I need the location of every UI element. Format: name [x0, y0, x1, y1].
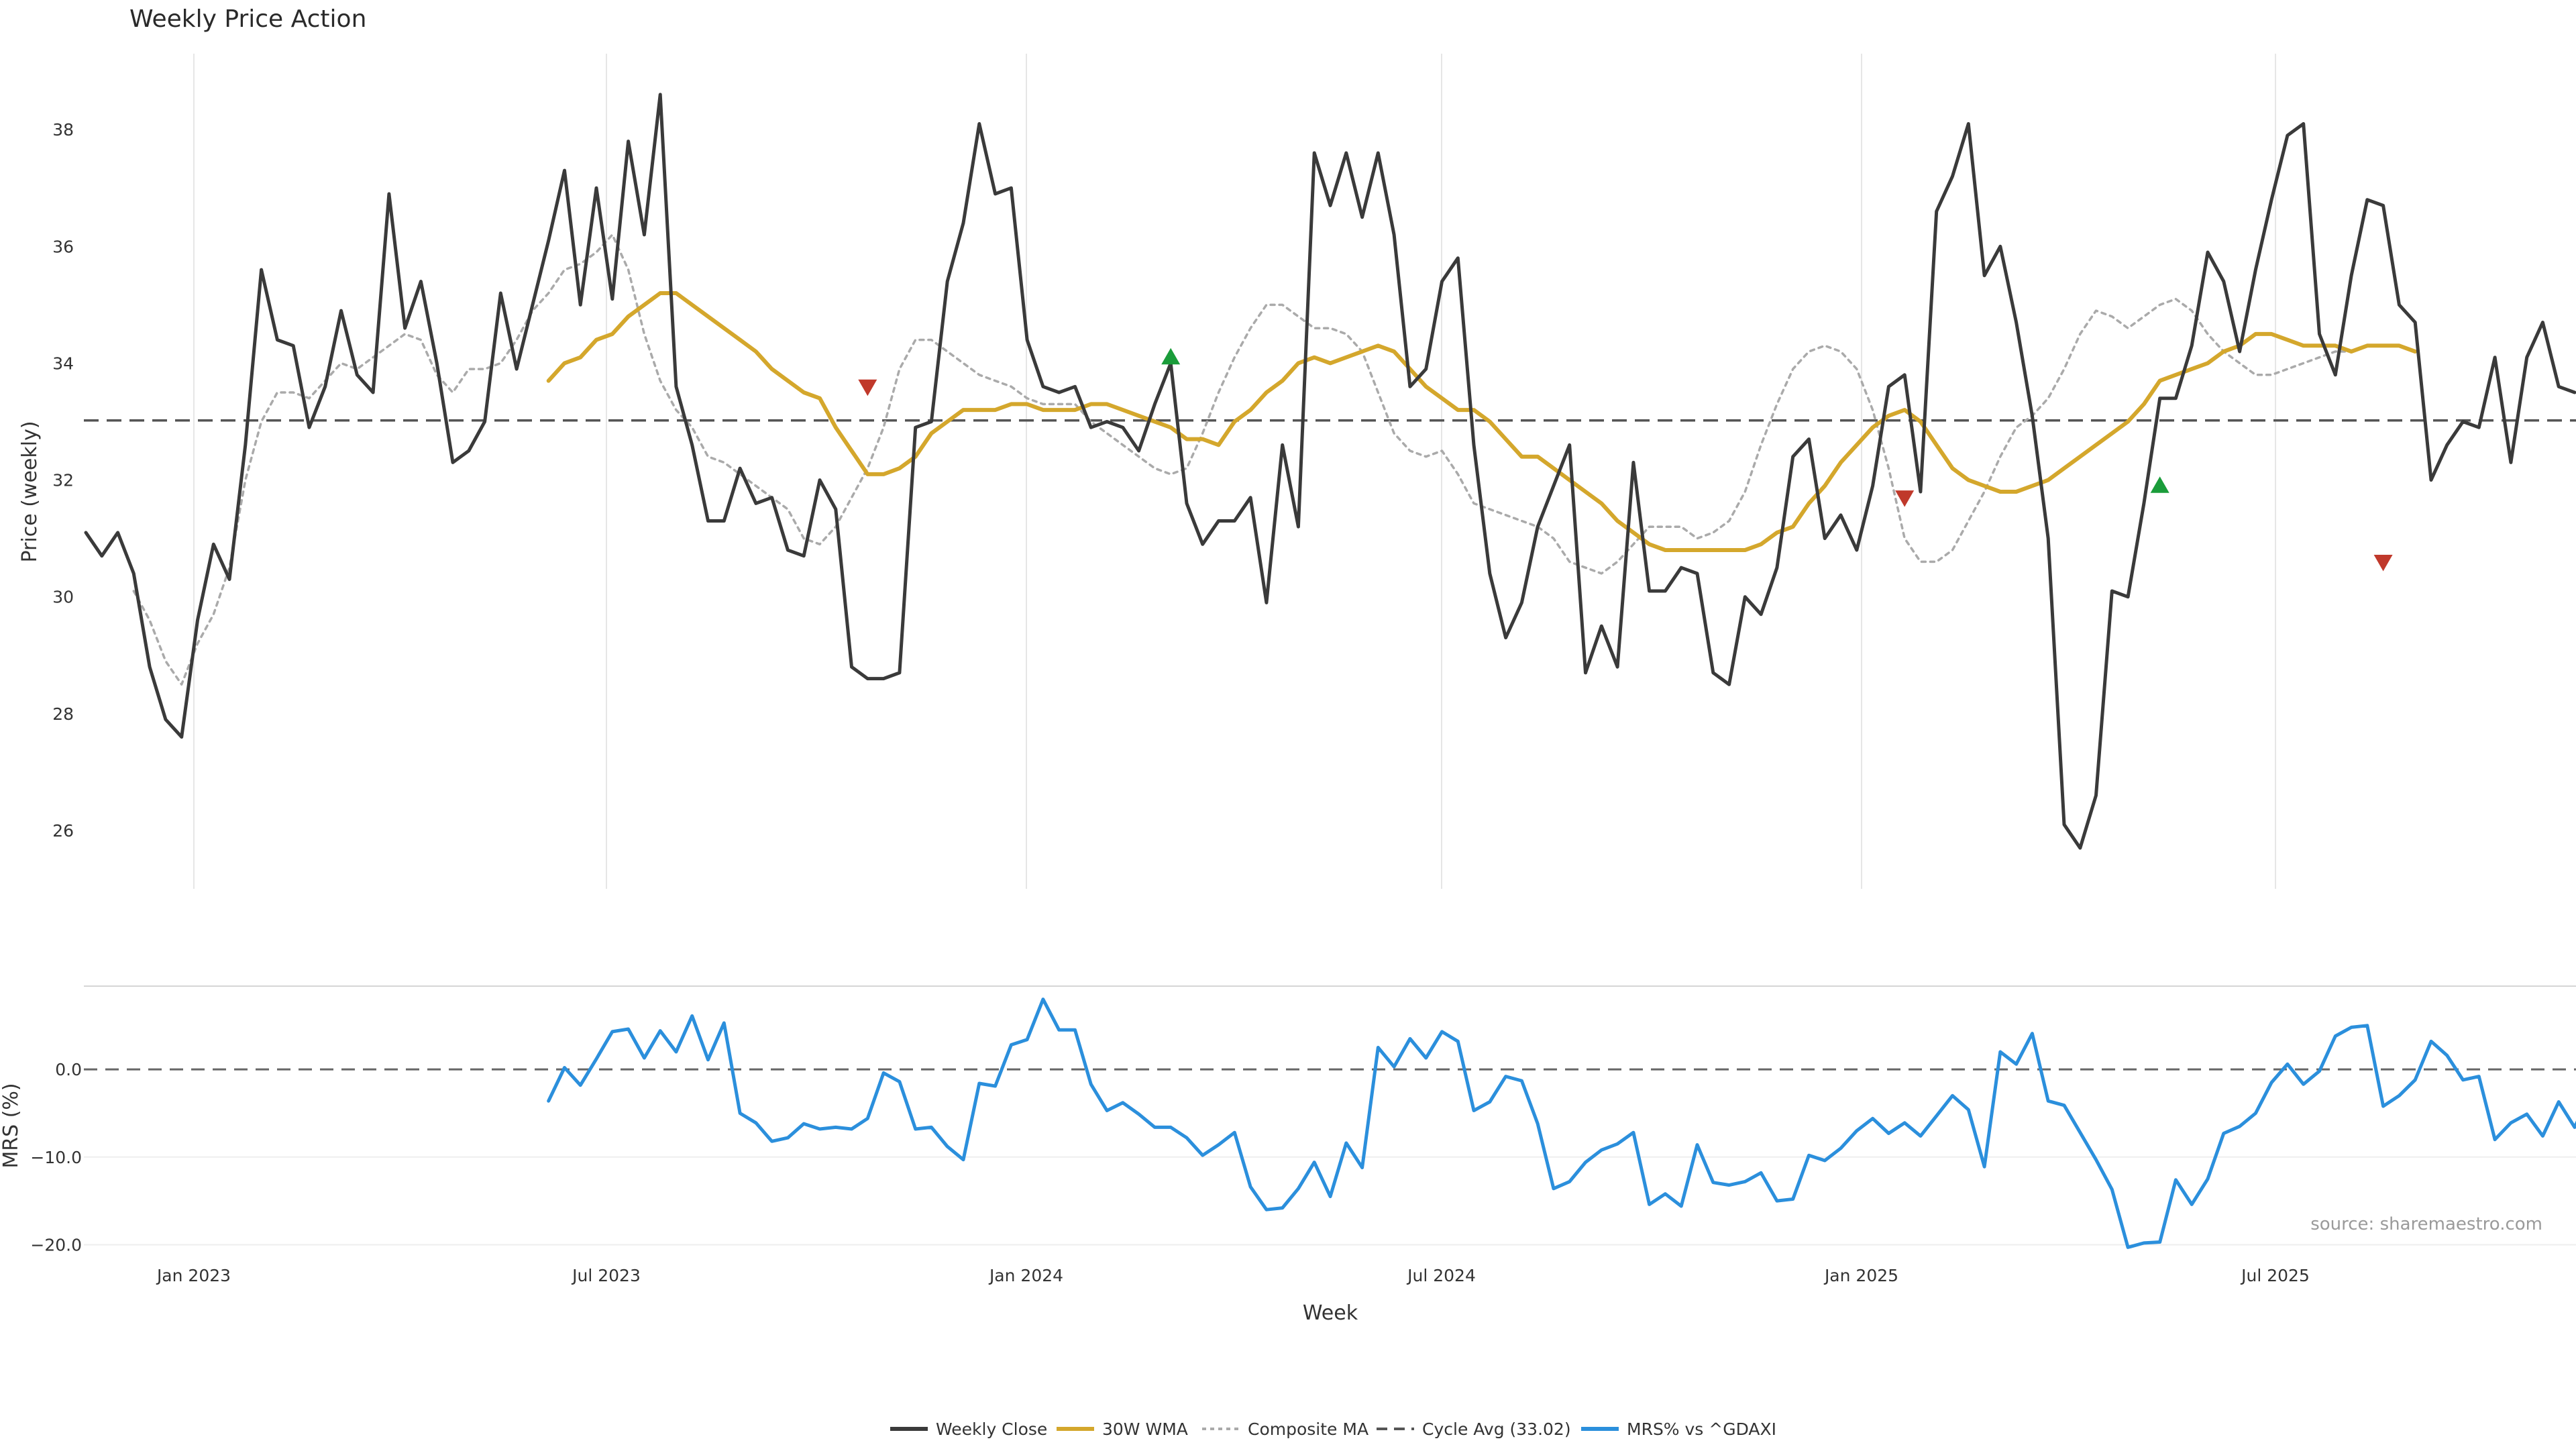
legend-label-1: 30W WMA: [1102, 1419, 1188, 1439]
price-y-tick-0: 26: [52, 821, 74, 841]
legend: Weekly Close 30W WMA Composite MA Cycle Avg…: [890, 1419, 1776, 1439]
mrs-y-axis-title: MRS (%): [0, 1083, 23, 1168]
price-y-axis-title: Price (weekly): [18, 421, 42, 562]
x-tick-3: Jul 2024: [1406, 1266, 1476, 1285]
x-tick-4: Jan 2025: [1823, 1266, 1898, 1285]
price-y-tick-6: 38: [52, 120, 74, 140]
mrs-y-tick-1: −10.0: [30, 1148, 82, 1167]
series-composite-ma: [132, 233, 2353, 686]
mrs-y-tick-2: −20.0: [30, 1235, 82, 1254]
signal-down-0: [858, 379, 877, 396]
price-y-tick-4: 34: [52, 354, 74, 373]
grid-layer: [84, 54, 2576, 1246]
price-y-tick-2: 30: [52, 588, 74, 607]
x-tick-2: Jan 2024: [988, 1266, 1063, 1285]
series-weekly-close: [84, 93, 2576, 850]
axis-layer: 26 28 30 32 34 36 38 0.0 −10.0 −20.0 Jan 2023 Jul 2…: [30, 120, 2309, 1285]
legend-label-4: MRS% vs ^GDAXI: [1627, 1419, 1776, 1439]
source-note: source: sharemaestro.com: [2310, 1214, 2542, 1234]
x-axis-title: Week: [1303, 1301, 1358, 1325]
signal-down-2: [1895, 490, 1915, 507]
legend-label-0: Weekly Close: [936, 1419, 1047, 1439]
price-y-tick-1: 28: [52, 704, 74, 724]
x-tick-5: Jul 2025: [2240, 1266, 2310, 1285]
mrs-y-tick-0: 0.0: [55, 1060, 82, 1079]
price-y-tick-5: 36: [52, 237, 74, 256]
price-panel: [84, 93, 2576, 850]
chart-title: Weekly Price Action: [129, 5, 366, 33]
series-30w-wma: [546, 291, 2418, 552]
series-mrs: [547, 998, 2576, 1249]
signal-up-3: [2150, 476, 2169, 493]
legend-label-3: Cycle Avg (33.02): [1422, 1419, 1571, 1439]
price-y-tick-3: 32: [52, 471, 74, 490]
legend-label-2: Composite MA: [1248, 1419, 1368, 1439]
x-tick-0: Jan 2023: [156, 1266, 231, 1285]
signal-down-4: [2373, 554, 2393, 572]
signal-up-1: [1161, 347, 1181, 365]
mrs-panel: [84, 998, 2576, 1249]
x-tick-1: Jul 2023: [571, 1266, 641, 1285]
